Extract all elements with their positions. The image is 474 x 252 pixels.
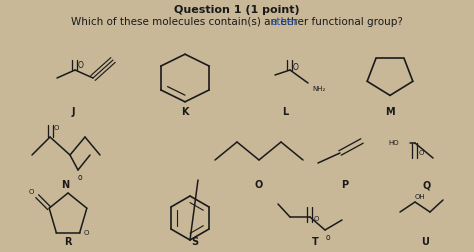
Text: J: J bbox=[71, 107, 75, 117]
Text: OH: OH bbox=[415, 194, 425, 200]
Text: NH₂: NH₂ bbox=[312, 86, 325, 92]
Text: Which of these molecules contain(s) an ether functional group?: Which of these molecules contain(s) an e… bbox=[71, 17, 403, 27]
Text: Question 1 (1 point): Question 1 (1 point) bbox=[174, 5, 300, 15]
Text: M: M bbox=[385, 107, 395, 117]
Text: O: O bbox=[28, 189, 34, 195]
Text: o: o bbox=[78, 173, 82, 181]
Text: N: N bbox=[61, 180, 69, 190]
Text: O: O bbox=[293, 62, 299, 72]
Text: S: S bbox=[191, 237, 199, 247]
Text: HO: HO bbox=[388, 140, 399, 146]
Text: O: O bbox=[419, 150, 424, 156]
Text: P: P bbox=[341, 180, 348, 190]
Text: L: L bbox=[282, 107, 288, 117]
Text: O: O bbox=[78, 60, 84, 70]
Text: U: U bbox=[421, 237, 429, 247]
Text: Q: Q bbox=[423, 180, 431, 190]
Text: O: O bbox=[83, 230, 89, 236]
Text: O: O bbox=[313, 216, 319, 222]
Text: K: K bbox=[181, 107, 189, 117]
Text: R: R bbox=[64, 237, 72, 247]
Text: o: o bbox=[326, 233, 330, 241]
Text: T: T bbox=[311, 237, 319, 247]
Text: ether: ether bbox=[271, 17, 299, 27]
Text: O: O bbox=[53, 125, 59, 131]
Text: O: O bbox=[255, 180, 263, 190]
